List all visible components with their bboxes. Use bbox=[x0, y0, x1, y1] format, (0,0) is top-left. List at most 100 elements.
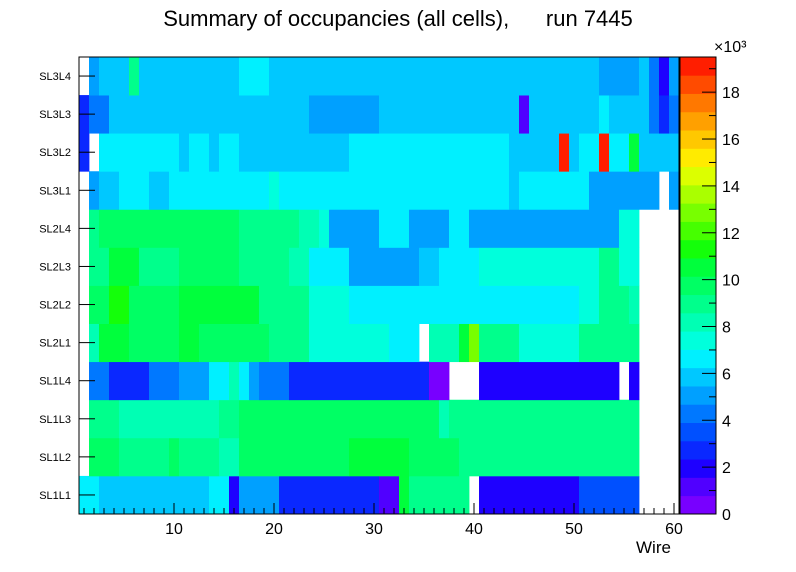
heatmap-cell-sl1l1-41-50 bbox=[479, 475, 580, 515]
color-scale-band bbox=[680, 404, 716, 423]
heatmap-cell-sl3l2-53-53 bbox=[599, 133, 610, 172]
heatmap-cell-sl3l2-50-50 bbox=[569, 133, 580, 172]
heatmap-cell-sl3l2-14-14 bbox=[209, 133, 220, 172]
heatmap-cell-sl1l3-15-16 bbox=[219, 399, 240, 439]
heatmap-cell-sl3l3-2-3 bbox=[89, 95, 110, 134]
heatmap-cell-sl1l4-56-56 bbox=[629, 361, 640, 401]
z-tick-label: 14 bbox=[722, 179, 740, 196]
heatmap-cell-sl3l1-20-20 bbox=[269, 171, 280, 210]
x-tick-label: 30 bbox=[365, 521, 383, 538]
heatmap-cell-sl3l1-44-44 bbox=[509, 171, 520, 210]
z-exponent-label: ×10³ bbox=[714, 39, 747, 56]
heatmap-cell-sl1l2-28-33 bbox=[349, 437, 410, 477]
x-axis-label: Wire bbox=[636, 538, 671, 557]
heatmap-cell-sl3l3-54-57 bbox=[609, 95, 650, 134]
color-scale-band bbox=[680, 440, 716, 460]
heatmap-cell-sl2l3-4-6 bbox=[109, 247, 140, 286]
heatmap-cell-sl3l2-51-52 bbox=[579, 133, 600, 172]
plot-frame bbox=[78, 56, 680, 515]
heatmap-cell-sl2l1-11-12 bbox=[179, 323, 200, 363]
heatmap-cell-sl2l1-39-39 bbox=[459, 323, 470, 363]
heatmap-cell-sl1l1-17-20 bbox=[239, 475, 280, 515]
heatmap-cell-sl2l1-41-44 bbox=[479, 323, 520, 363]
heatmap-cell-sl1l4-2-3 bbox=[89, 361, 110, 401]
heatmap-cell-sl2l1-13-19 bbox=[199, 323, 270, 363]
y-tick-label-sl3l3: SL3L3 bbox=[39, 109, 71, 121]
color-scale-band bbox=[680, 422, 716, 442]
heatmap-cell-sl1l3-28-36 bbox=[349, 399, 440, 439]
z-tick-label: 6 bbox=[722, 366, 731, 383]
heatmap-cell-sl1l1-51-56 bbox=[579, 475, 640, 515]
heatmap-cell-sl3l2-44-48 bbox=[509, 133, 560, 172]
heatmap-cell-sl2l1-6-10 bbox=[129, 323, 180, 363]
heatmap-cell-sl3l3-34-44 bbox=[409, 95, 520, 134]
heatmap-cell-sl2l4-11-16 bbox=[179, 209, 240, 248]
heatmap-cell-sl1l1-31-32 bbox=[379, 475, 400, 515]
heatmap-cell-sl1l4-11-13 bbox=[179, 361, 210, 401]
color-scale-band bbox=[680, 148, 716, 168]
heatmap-cell-sl2l2-56-56 bbox=[629, 285, 640, 324]
heatmap-cell-sl3l4-57-57 bbox=[639, 57, 650, 96]
color-scale-band bbox=[680, 239, 716, 259]
heatmap-cell-sl1l3-38-56 bbox=[449, 399, 640, 439]
heatmap-cell-sl2l3-17-21 bbox=[239, 247, 290, 286]
heatmap-cell-sl3l1-26-43 bbox=[329, 171, 510, 210]
z-tick-label: 0 bbox=[722, 507, 731, 524]
x-tick-label: 40 bbox=[465, 521, 483, 538]
heatmap-cell-sl3l1-3-4 bbox=[99, 171, 120, 210]
color-scale-band bbox=[680, 130, 716, 149]
y-tick-label-sl3l4: SL3L4 bbox=[39, 71, 71, 83]
heatmap-cell-sl2l1-45-50 bbox=[519, 323, 580, 363]
heatmap-cell-sl1l3-17-20 bbox=[239, 399, 280, 439]
chart-title: Summary of occupancies (all cells), run … bbox=[163, 6, 633, 31]
heatmap-cell-sl2l4-40-54 bbox=[469, 209, 620, 248]
heatmap-cell-sl1l4-18-18 bbox=[249, 361, 260, 401]
z-tick-label: 2 bbox=[722, 460, 731, 477]
color-scale-band bbox=[680, 349, 716, 369]
y-tick-label-sl2l4: SL2L4 bbox=[39, 223, 71, 235]
heatmap-cell-sl3l4-7-16 bbox=[139, 57, 240, 96]
heatmap-cell-sl1l4-36-37 bbox=[429, 361, 450, 401]
heatmap-cell-sl2l4-3-5 bbox=[99, 209, 130, 248]
y-tick-label-sl2l2: SL2L2 bbox=[39, 300, 71, 312]
heatmap-cell-sl3l2-57-60 bbox=[639, 133, 680, 172]
heatmap-cell-sl2l4-34-37 bbox=[409, 209, 450, 248]
heatmap-cell-sl2l4-23-24 bbox=[299, 209, 320, 248]
z-tick-label: 12 bbox=[722, 226, 740, 243]
y-tick-label-sl1l2: SL1L2 bbox=[39, 452, 71, 464]
heatmap-cell-sl2l3-41-46 bbox=[479, 247, 540, 286]
x-tick-label: 10 bbox=[165, 521, 183, 538]
x-tick-label: 50 bbox=[565, 521, 583, 538]
heatmap-cell-sl3l2-12-13 bbox=[189, 133, 210, 172]
y-tick-label-sl2l3: SL2L3 bbox=[39, 261, 71, 273]
heatmap-cell-sl1l2-15-16 bbox=[219, 437, 240, 477]
heatmap-cell-sl1l2-11-14 bbox=[179, 437, 220, 477]
heatmap-cell-sl3l3-59-59 bbox=[659, 95, 670, 134]
z-tick-label: 18 bbox=[722, 85, 740, 102]
heatmap-cell-sl1l2-10-10 bbox=[169, 437, 180, 477]
heatmap-cell-sl3l3-53-53 bbox=[599, 95, 610, 134]
y-axis: SL1L1 SL1L2 SL1L3 SL1L4 SL2L1 SL2L2 SL2L3 SL2L4… bbox=[39, 71, 95, 502]
heatmap-cell-sl3l3-31-33 bbox=[379, 95, 410, 134]
heatmap-cell-sl1l4-41-54 bbox=[479, 361, 620, 401]
heatmap-cell-sl2l3-37-40 bbox=[439, 247, 480, 286]
color-scale-band bbox=[680, 75, 716, 94]
heatmap-cell-sl2l2-6-10 bbox=[129, 285, 180, 324]
heatmap-cell-sl1l1-33-33 bbox=[399, 475, 410, 515]
heatmap-cell-sl2l1-36-38 bbox=[429, 323, 460, 363]
color-scale-band bbox=[680, 495, 716, 515]
y-tick-label-sl1l1: SL1L1 bbox=[39, 490, 71, 502]
heatmap-cell-sl2l3-53-54 bbox=[599, 247, 620, 286]
heatmap-cell-sl3l4-60-60 bbox=[669, 57, 680, 96]
heatmap-cell-sl2l2-2-3 bbox=[89, 285, 110, 324]
heatmap-cells bbox=[79, 57, 680, 515]
color-scale-band bbox=[680, 386, 716, 405]
heatmap-cell-sl2l1-51-56 bbox=[579, 323, 640, 363]
heatmap-cell-sl2l4-17-22 bbox=[239, 209, 300, 248]
heatmap-cell-sl2l2-4-5 bbox=[109, 285, 130, 324]
heatmap-cell-sl3l2-56-56 bbox=[629, 133, 640, 172]
heatmap-cell-sl2l2-24-27 bbox=[309, 285, 350, 324]
color-scale-band bbox=[680, 258, 716, 277]
heatmap-cell-sl3l1-45-51 bbox=[519, 171, 590, 210]
